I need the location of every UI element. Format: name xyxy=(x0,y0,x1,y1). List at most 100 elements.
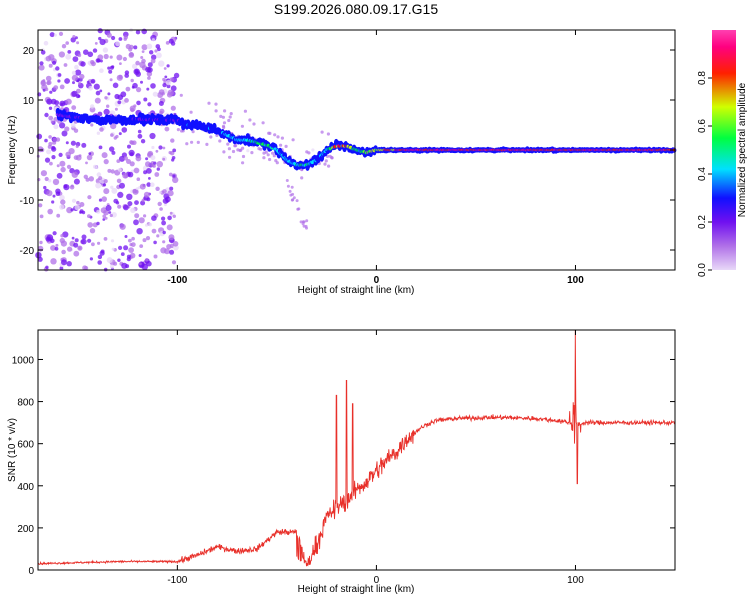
spectrogram-noise-point xyxy=(54,246,59,251)
spectrogram-noise-point xyxy=(70,184,74,188)
spectrogram-noise-point xyxy=(90,123,94,127)
spectrogram-noise-point xyxy=(173,72,180,79)
spectrogram-noise-point xyxy=(52,231,57,236)
spectrogram-noise-point xyxy=(70,140,76,146)
spectrogram-noise-point xyxy=(73,250,80,257)
spectrogram-noise-point xyxy=(96,209,101,214)
colorbar-tick-label: 0.0 xyxy=(697,263,708,277)
spectrogram-noise-point xyxy=(113,261,118,266)
spectrogram-noise-point xyxy=(61,249,66,255)
spectrogram-noise-point xyxy=(130,242,136,248)
spectrogram-halo-point xyxy=(280,136,284,140)
spectrogram-noise-point xyxy=(107,66,111,70)
spectrogram-noise-point xyxy=(56,213,61,218)
spectrogram-noise-point xyxy=(150,58,156,64)
spectrogram-halo-point xyxy=(307,151,311,155)
spectrogram-halo-point xyxy=(250,151,254,155)
spectrogram-noise-point xyxy=(52,178,60,186)
spectrogram-halo-point xyxy=(326,132,330,136)
spectrogram-noise-point xyxy=(145,66,152,73)
spectrogram-noise-point xyxy=(102,218,106,221)
spectrogram-noise-point xyxy=(53,33,57,37)
spectrogram-noise-point xyxy=(141,50,145,53)
spectrogram-noise-point xyxy=(167,190,174,197)
spectrogram-noise-point xyxy=(110,169,115,174)
spectrogram-noise-point xyxy=(78,154,82,158)
spectrogram-noise-point xyxy=(147,76,151,80)
spectrogram-noise-point xyxy=(156,161,163,168)
spectrogram-halo-point xyxy=(205,142,209,146)
spectrogram-noise-point xyxy=(107,92,111,96)
spectrogram-noise-point xyxy=(81,142,87,148)
spectrogram-halo-point xyxy=(218,139,222,143)
figure-title: S199.2026.080.09.17.G15 xyxy=(274,1,438,17)
spectrogram-halo-point xyxy=(261,121,265,125)
spectrogram-noise-point xyxy=(118,132,122,136)
spectrogram-noise-point xyxy=(109,264,114,269)
snr-xtick-label: 0 xyxy=(374,575,380,586)
spectrogram-noise-point xyxy=(135,60,140,66)
spectrogram-noise-point xyxy=(60,166,66,173)
spectrogram-noise-point xyxy=(126,193,133,200)
spectrogram-noise-point xyxy=(60,234,64,238)
spectrogram-noise-point xyxy=(74,204,80,211)
spectrogram-noise-point xyxy=(65,41,69,45)
spectrogram-noise-point xyxy=(162,157,166,161)
spectrogram-noise-point xyxy=(166,224,173,231)
spectrogram-xlabel: Height of straight line (km) xyxy=(298,285,415,296)
spectrogram-noise-point xyxy=(38,64,45,71)
spectrogram-noise-point xyxy=(115,41,121,47)
spectrogram-noise-point xyxy=(158,145,163,150)
spectrogram-noise-point xyxy=(139,183,146,190)
spectrogram-noise-point xyxy=(115,134,119,139)
spectrogram-noise-point xyxy=(124,73,129,78)
spectrogram-noise-point xyxy=(149,50,154,55)
spectrogram-noise-point xyxy=(38,203,43,208)
snr-xlabel: Height of straight line (km) xyxy=(298,584,415,595)
spectrogram-noise-point xyxy=(103,159,109,165)
spectrogram-halo-point xyxy=(214,102,218,106)
spectrogram-noise-point xyxy=(124,235,128,238)
spectrogram-noise-point xyxy=(155,44,161,49)
spectrogram-noise-point xyxy=(133,45,138,50)
spectrogram-halo-point xyxy=(327,164,331,168)
spectrogram-noise-point xyxy=(37,146,44,153)
spectrogram-noise-point xyxy=(162,189,167,194)
snr-xtick-label: -100 xyxy=(167,575,187,586)
spectrogram-noise-point xyxy=(127,201,133,207)
spectrogram-noise-point xyxy=(166,84,171,89)
spectrogram-noise-point xyxy=(161,220,167,226)
spectrogram-noise-point xyxy=(146,43,153,50)
spectrogram-noise-point xyxy=(151,215,157,221)
spectrogram-noise-point xyxy=(68,148,75,155)
spectrogram-noise-point xyxy=(139,244,144,249)
spectrogram-noise-point xyxy=(66,261,72,267)
spectrogram-noise-point xyxy=(99,89,103,93)
spectrogram-noise-point xyxy=(117,168,122,172)
spectrogram-noise-point xyxy=(110,185,114,189)
spectrogram-halo-point xyxy=(196,140,200,144)
spectrogram-noise-point xyxy=(170,105,176,111)
spectrogram-halo-point xyxy=(274,159,278,163)
spectrogram-noise-point xyxy=(49,32,55,38)
spectrogram-noise-point xyxy=(79,73,85,80)
spectrogram-noise-point xyxy=(62,231,69,238)
spectrogram-noise-point xyxy=(101,196,107,202)
spectrogram-noise-point xyxy=(48,179,52,183)
spectrogram-noise-point xyxy=(58,51,65,58)
spectrogram-halo-point xyxy=(262,156,266,160)
spectrogram-noise-point xyxy=(59,122,66,129)
spectrogram-noise-point xyxy=(61,130,68,137)
spectrogram-noise-point xyxy=(58,31,64,36)
spectrogram-noise-point xyxy=(44,138,48,143)
spectrogram-halo-point xyxy=(276,135,280,139)
spectrogram-noise-point xyxy=(110,239,115,243)
spectrogram-noise-point xyxy=(98,145,103,150)
spectrogram-noise-point xyxy=(120,252,125,256)
spectrogram-noise-point xyxy=(87,222,93,228)
spectrogram-noise-point xyxy=(40,50,46,55)
spectrogram-noise-point xyxy=(172,174,176,178)
spectrogram-noise-point xyxy=(169,211,173,215)
spectrogram-noise-point xyxy=(133,104,137,108)
